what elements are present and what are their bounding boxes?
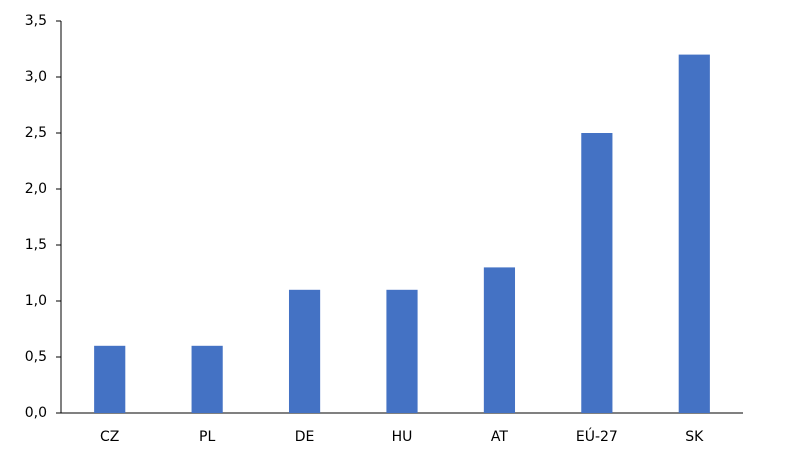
y-tick-label: 3,0 <box>25 69 47 85</box>
x-tick-label: CZ <box>100 429 119 445</box>
bar <box>581 133 613 413</box>
y-tick-label: 1,5 <box>25 237 47 253</box>
y-tick-label: 2,5 <box>25 125 47 141</box>
x-tick-label: SK <box>685 429 704 445</box>
y-tick-label: 1,0 <box>25 293 47 309</box>
y-tick-label: 3,5 <box>25 13 47 29</box>
x-tick-label: PL <box>199 429 215 445</box>
x-tick-label: EÚ-27 <box>576 427 618 445</box>
x-tick-label: DE <box>295 429 315 445</box>
bar <box>678 54 710 413</box>
bar <box>191 345 223 413</box>
x-tick-label: AT <box>491 429 508 445</box>
y-tick-label: 0,5 <box>25 349 47 365</box>
y-tick-label: 0,0 <box>25 405 47 421</box>
y-tick-label: 2,0 <box>25 181 47 197</box>
bar <box>483 267 516 413</box>
bar <box>386 289 418 413</box>
bar <box>94 345 126 413</box>
x-tick-label: HU <box>392 429 413 445</box>
bar <box>288 289 321 413</box>
